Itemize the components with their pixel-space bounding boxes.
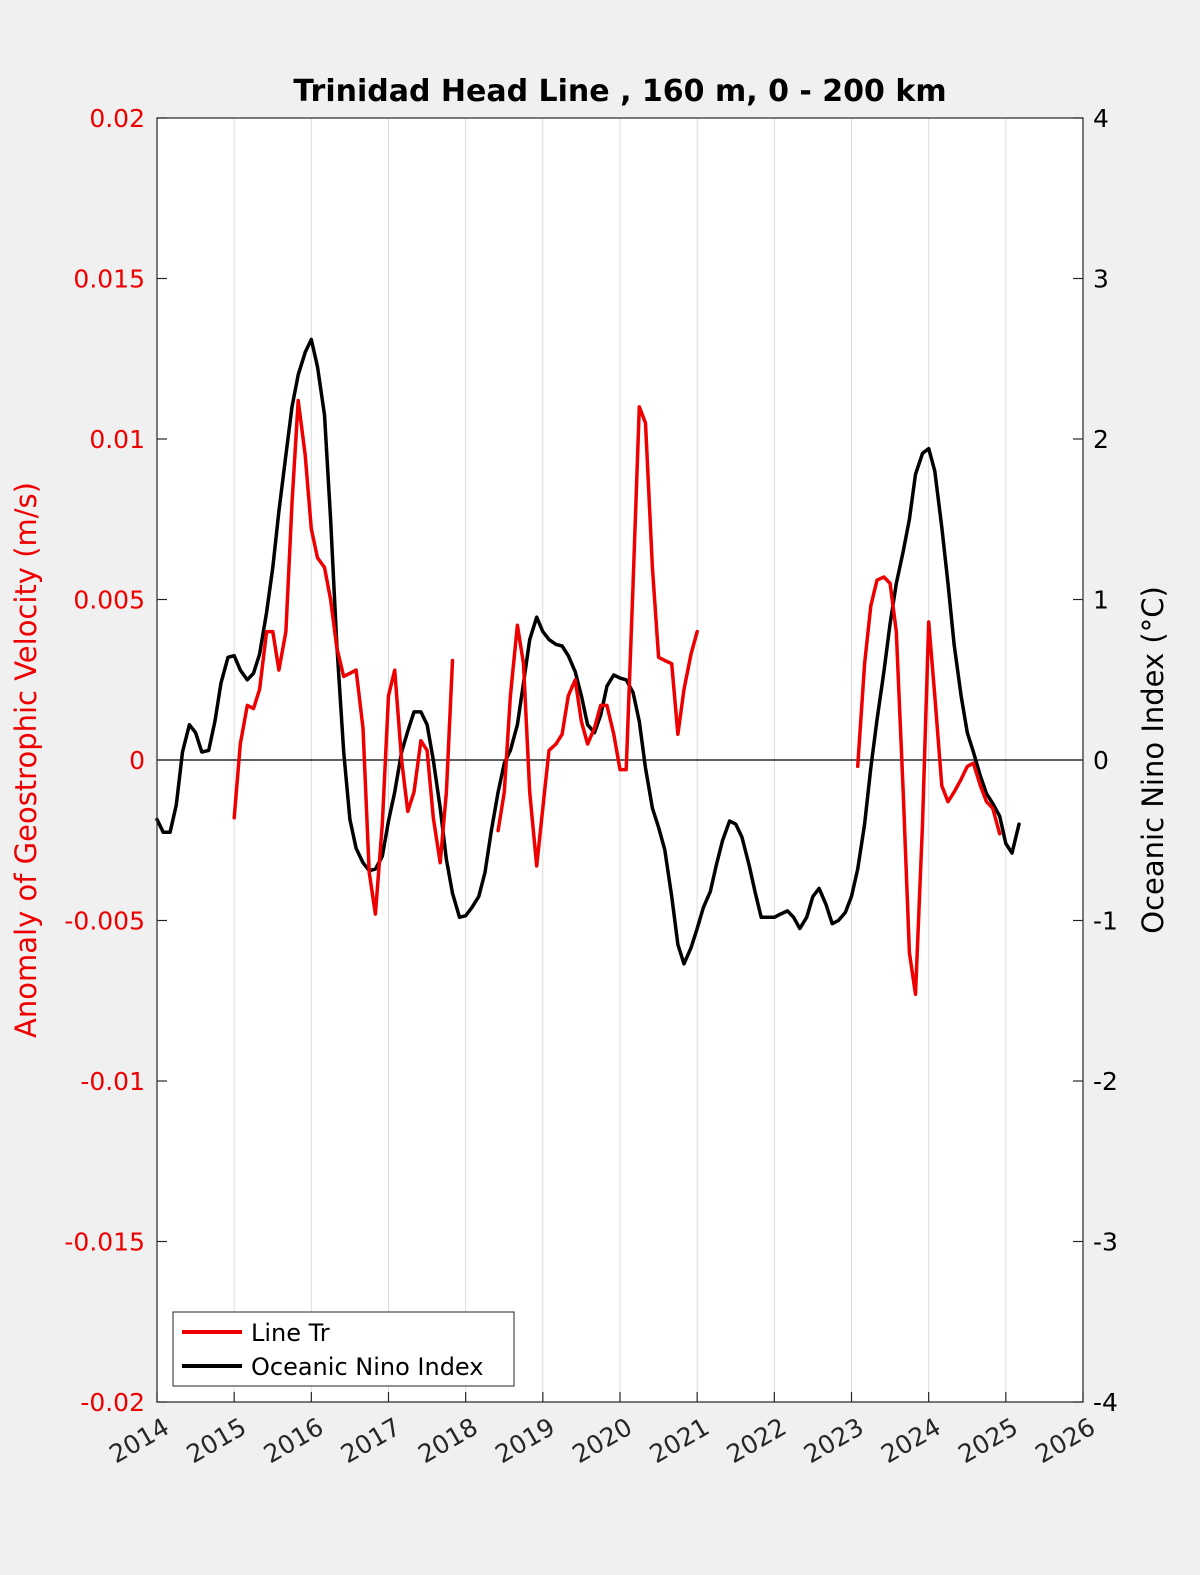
- y-left-tick-label: 0: [129, 746, 145, 775]
- y-left-tick-label: -0.005: [64, 907, 145, 936]
- y-right-tick-label: -2: [1093, 1067, 1118, 1096]
- y-left-tick-label: 0.02: [89, 104, 145, 133]
- axis-ticks: [156, 117, 1084, 1403]
- y-left-tick-label: 0.015: [73, 265, 145, 294]
- legend-label-line-tr: Line Tr: [251, 1319, 330, 1347]
- legend-box: [172, 1311, 515, 1387]
- y-right-tick-label: 4: [1093, 104, 1109, 133]
- y-right-tick-label: -4: [1093, 1388, 1118, 1417]
- y-right-tick-label: 0: [1093, 746, 1109, 775]
- legend: Line Tr Oceanic Nino Index: [172, 1311, 515, 1387]
- y-right-tick-label: -3: [1093, 1228, 1118, 1257]
- y-left-tick-label: 0.01: [89, 425, 145, 454]
- x-tick-label: 2025: [953, 1412, 1023, 1469]
- y-axis-left-label: Anomaly of Geostrophic Velocity (m/s): [9, 482, 43, 1038]
- chart-title: Trinidad Head Line , 160 m, 0 - 200 km: [293, 74, 946, 109]
- x-tick-label: 2018: [413, 1412, 483, 1469]
- x-tick-label: 2022: [722, 1412, 792, 1469]
- x-tick-label: 2024: [876, 1412, 946, 1469]
- y-left-tick-label: -0.01: [80, 1067, 145, 1096]
- y-left-tick-label: -0.015: [64, 1228, 145, 1257]
- y-left-tick-label: -0.02: [80, 1388, 145, 1417]
- x-tick-label: 2023: [799, 1412, 869, 1469]
- y-right-tick-labels: -4 -3 -2 -1 0 1 2 3 4: [1093, 104, 1118, 1417]
- y-right-tick-label: -1: [1093, 907, 1118, 936]
- y-axis-right-label: Oceanic Nino Index (°C): [1136, 586, 1170, 934]
- x-tick-label: 2014: [104, 1412, 174, 1469]
- y-left-tick-label: 0.005: [73, 586, 145, 615]
- oni-series-segment-0: [155, 337, 1021, 966]
- series-layer: [155, 337, 1021, 997]
- x-tick-labels: 2014 2015 2016 2017 2018 2019 2020 2021 2022 2023…: [104, 1412, 1100, 1469]
- x-tick-label: 2026: [1030, 1412, 1100, 1469]
- y-right-tick-label: 3: [1093, 265, 1109, 294]
- y-right-tick-label: 2: [1093, 425, 1109, 454]
- x-tick-label: 2020: [567, 1412, 637, 1469]
- x-tick-label: 2021: [645, 1412, 715, 1469]
- line-tr-series-segment-1: [496, 405, 699, 868]
- x-tick-label: 2016: [259, 1412, 329, 1469]
- line-tr-series-segment-2: [855, 575, 1002, 997]
- x-tick-label: 2015: [182, 1412, 252, 1469]
- y-left-tick-labels: -0.02 -0.015 -0.01 -0.005 0 0.005 0.01 0.015 0.0…: [64, 104, 145, 1417]
- y-right-tick-label: 1: [1093, 586, 1109, 615]
- legend-label-oni: Oceanic Nino Index: [251, 1353, 483, 1381]
- x-tick-label: 2017: [336, 1412, 406, 1469]
- x-tick-label: 2019: [490, 1412, 560, 1469]
- line-tr-series-segment-0: [232, 398, 455, 916]
